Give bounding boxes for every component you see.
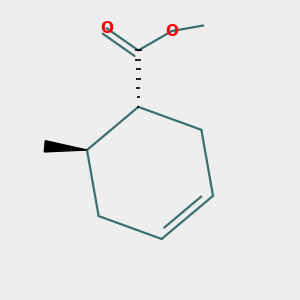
Text: O: O: [100, 21, 113, 36]
Text: O: O: [166, 23, 178, 38]
Polygon shape: [44, 141, 87, 152]
